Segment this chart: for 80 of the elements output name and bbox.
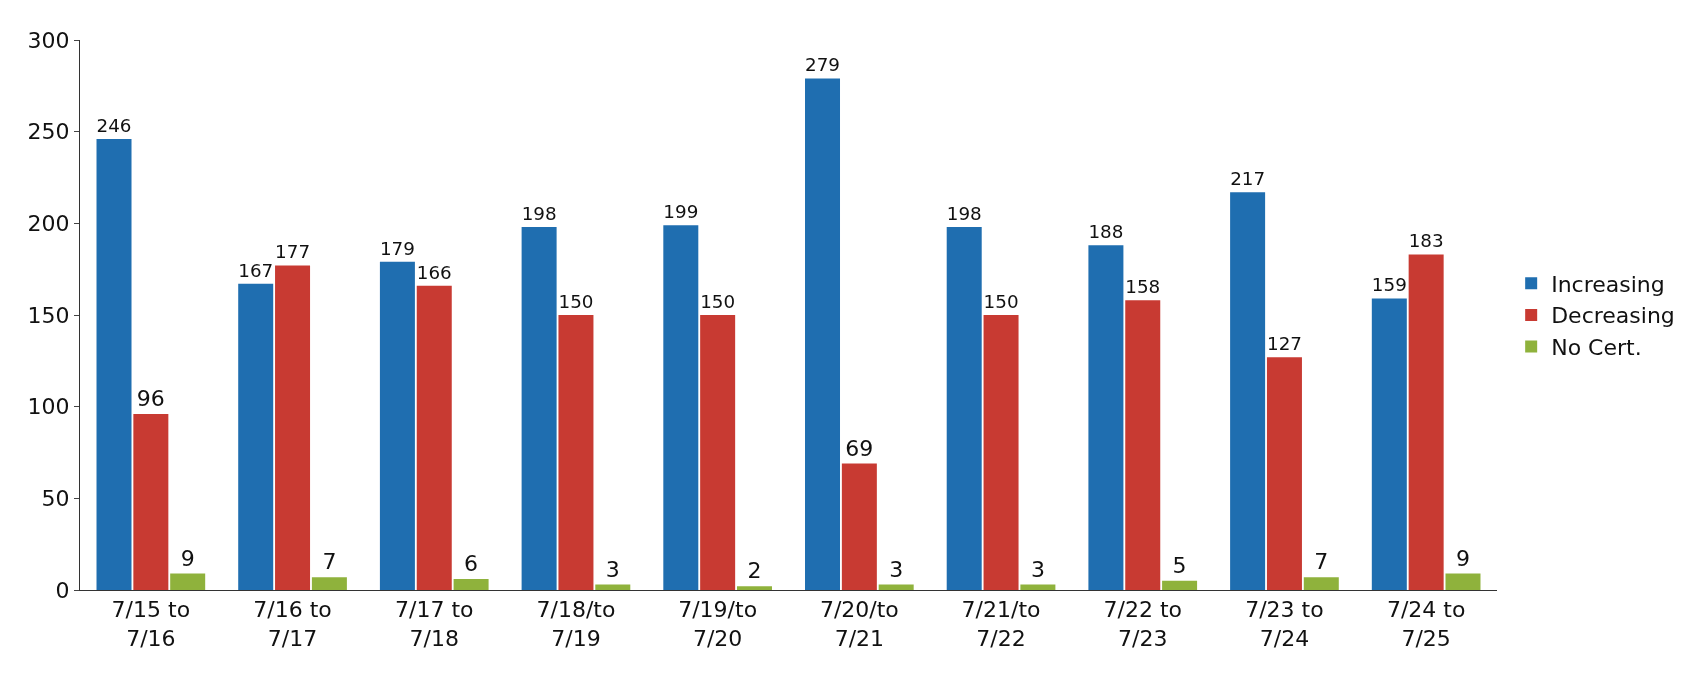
data-label: 150 xyxy=(558,290,594,312)
data-label: 158 xyxy=(1125,276,1161,298)
data-label: 177 xyxy=(275,241,311,263)
bar xyxy=(558,315,594,590)
y-tick-label: 250 xyxy=(27,119,70,145)
data-label: 183 xyxy=(1408,230,1444,252)
data-label: 6 xyxy=(464,551,479,576)
x-tick-label: 7/21/to 7/22 xyxy=(961,597,1041,651)
y-tick-label: 150 xyxy=(27,302,70,328)
bar xyxy=(170,573,206,590)
x-tick-label: 7/23 to 7/24 xyxy=(1245,597,1324,651)
bar xyxy=(96,139,132,590)
data-label: 7 xyxy=(322,549,337,575)
bar xyxy=(946,227,982,590)
bar xyxy=(983,315,1019,590)
bar xyxy=(1125,300,1161,590)
x-tick-label: 7/17 to 7/18 xyxy=(395,597,474,651)
data-label: 2 xyxy=(747,558,762,584)
data-label: 9 xyxy=(180,545,195,571)
data-label: 3 xyxy=(1030,556,1045,582)
data-label: 3 xyxy=(605,556,620,582)
data-label: 199 xyxy=(663,201,699,222)
bar xyxy=(1445,573,1481,590)
bar xyxy=(1020,584,1056,590)
x-tick-label: 7/19/to 7/20 xyxy=(678,597,758,651)
data-label: 198 xyxy=(521,202,557,224)
bar xyxy=(1303,577,1339,590)
data-label: 279 xyxy=(805,54,840,76)
legend-label: Increasing xyxy=(1551,271,1665,297)
bar xyxy=(1088,245,1124,590)
data-label: 167 xyxy=(238,259,274,281)
y-tick-label: 300 xyxy=(27,27,70,53)
x-tick-label: 7/18/to 7/19 xyxy=(536,597,616,651)
bar xyxy=(700,315,736,590)
data-label: 7 xyxy=(1314,549,1329,575)
bar xyxy=(1230,192,1266,590)
bar xyxy=(736,586,772,590)
bar xyxy=(1371,298,1407,590)
bar xyxy=(453,579,489,590)
data-label: 96 xyxy=(136,386,165,411)
data-label: 198 xyxy=(946,202,982,224)
x-tick-label: 7/20/to 7/21 xyxy=(819,597,899,651)
data-label: 166 xyxy=(416,261,452,283)
data-label: 150 xyxy=(700,290,736,312)
y-tick-label: 100 xyxy=(27,394,70,420)
legend-label: Decreasing xyxy=(1551,303,1675,329)
data-label: 150 xyxy=(983,290,1019,312)
data-label: 217 xyxy=(1230,168,1266,189)
data-label: 3 xyxy=(889,556,904,582)
y-tick-label: 200 xyxy=(27,211,70,237)
bar xyxy=(841,463,877,590)
bar xyxy=(1266,357,1302,590)
data-label: 5 xyxy=(1172,552,1187,578)
bar xyxy=(275,265,311,590)
bar xyxy=(133,414,169,590)
bar xyxy=(1162,580,1198,590)
data-label: 246 xyxy=(96,114,132,136)
bar xyxy=(663,225,699,590)
bar xyxy=(805,78,841,590)
bar xyxy=(521,227,557,590)
bar xyxy=(238,283,274,590)
data-label: 9 xyxy=(1455,545,1470,571)
bar xyxy=(595,584,631,590)
bar xyxy=(311,577,347,590)
x-tick-label: 7/22 to 7/23 xyxy=(1103,597,1182,651)
y-tick-label: 0 xyxy=(55,577,70,603)
bar xyxy=(878,584,914,590)
bar xyxy=(379,261,415,590)
y-tick-label: 50 xyxy=(41,486,70,512)
data-label: 188 xyxy=(1088,221,1124,243)
x-tick-label: 7/15 to 7/16 xyxy=(111,597,191,651)
x-tick-label: 7/24 to 7/25 xyxy=(1386,597,1466,651)
data-label: 69 xyxy=(845,435,874,461)
x-tick-label: 7/16 to 7/17 xyxy=(253,597,332,651)
bar xyxy=(1408,254,1444,590)
data-label: 127 xyxy=(1266,333,1302,354)
data-label: 159 xyxy=(1371,274,1407,296)
legend-label: No Cert. xyxy=(1551,335,1642,361)
data-label: 179 xyxy=(379,237,415,259)
bar xyxy=(416,285,452,590)
